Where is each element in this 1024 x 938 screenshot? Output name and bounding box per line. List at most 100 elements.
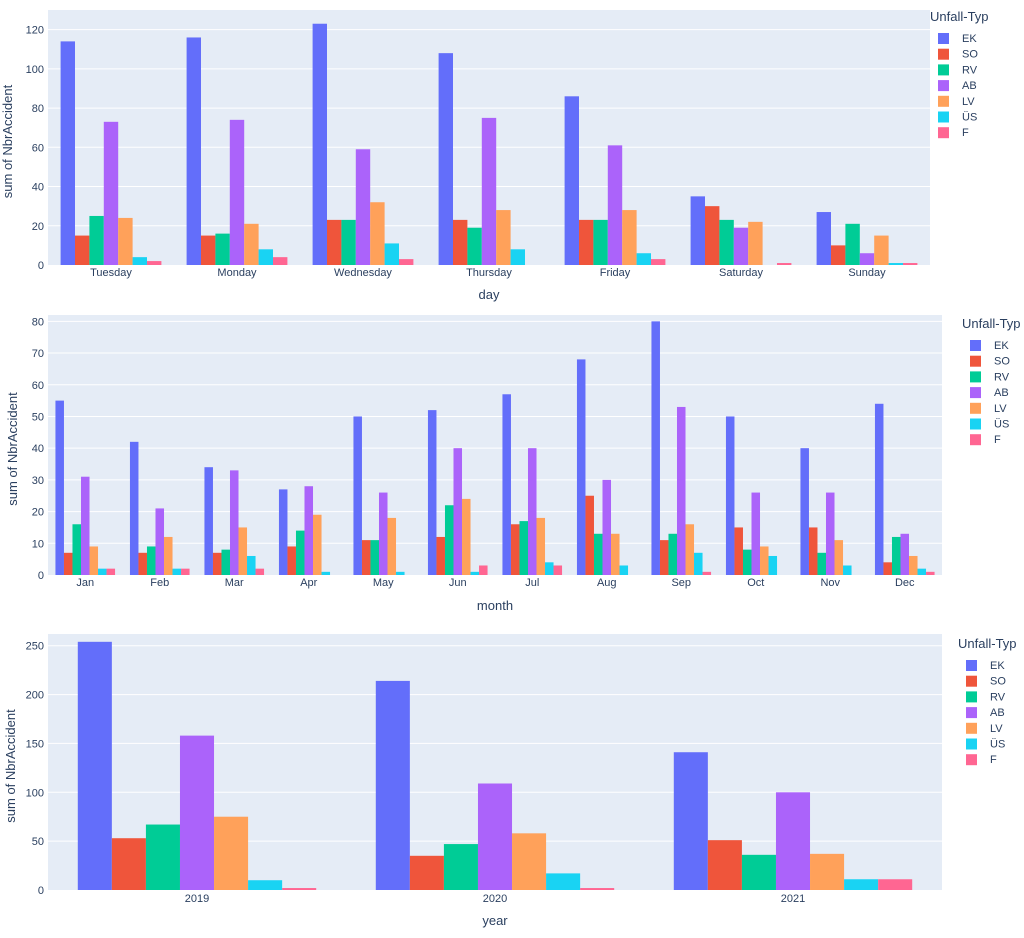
bar-F-Sunday — [903, 263, 918, 265]
bar-RV-2020 — [443, 844, 478, 890]
bar-SO-Oct — [734, 527, 743, 575]
bar-AB-Dec — [900, 533, 910, 575]
legend-swatch-F — [938, 127, 949, 139]
bar-ÜS-2021 — [844, 879, 879, 890]
x-tick-label: Oct — [747, 577, 764, 589]
bar-SO-Apr — [287, 546, 296, 575]
x-tick-label: May — [373, 577, 394, 589]
x-tick-label: Nov — [820, 577, 840, 589]
bar-RV-Thursday — [467, 227, 482, 265]
legend-swatch-RV — [966, 691, 977, 703]
x-tick-label: Apr — [300, 577, 317, 589]
bar-LV-Mar — [238, 527, 248, 575]
bar-LV-2019 — [214, 816, 249, 890]
bar-AB-Nov — [825, 492, 835, 575]
bar-SO-Wednesday — [327, 219, 342, 265]
legend-swatch-EK — [970, 340, 981, 351]
legend-label-AB: AB — [962, 80, 977, 92]
bar-F-Monday — [273, 257, 288, 265]
y-tick-label: 70 — [32, 348, 44, 360]
y-tick-label: 120 — [26, 25, 44, 37]
bar-RV-Dec — [891, 536, 901, 575]
legend-label-LV: LV — [990, 723, 1003, 735]
y-tick-label: 20 — [32, 221, 44, 233]
legend-label-EK: EK — [990, 660, 1005, 672]
bar-RV-Friday — [593, 219, 608, 265]
y-axis-title: sum of NbrAccident — [5, 392, 20, 506]
bar-ÜS-Sep — [694, 552, 703, 575]
bar-SO-Feb — [138, 552, 147, 575]
bar-SO-Sunday — [831, 245, 846, 265]
bar-EK-Saturday — [690, 196, 705, 265]
bar-SO-Tuesday — [75, 235, 90, 265]
legend-swatch-RV — [970, 371, 981, 383]
y-tick-label: 0 — [38, 260, 44, 272]
bar-LV-May — [387, 517, 397, 575]
bar-EK-Dec — [874, 403, 884, 575]
bar-RV-Jul — [519, 521, 528, 575]
bar-LV-Jul — [536, 517, 546, 575]
legend-swatch-SO — [938, 48, 949, 60]
bar-RV-2019 — [145, 824, 180, 890]
bar-RV-Jun — [444, 505, 454, 575]
x-tick-label: Dec — [895, 577, 915, 589]
bar-RV-Monday — [215, 233, 230, 265]
bar-ÜS-Aug — [619, 565, 629, 575]
x-tick-label: Thursday — [466, 267, 512, 279]
bar-F-Jan — [106, 568, 116, 575]
bar-ÜS-Thursday — [510, 249, 525, 265]
bar-EK-Feb — [129, 441, 139, 575]
bar-AB-Apr — [304, 486, 314, 575]
y-tick-label: 60 — [32, 142, 44, 154]
bar-EK-Aug — [576, 359, 586, 575]
chart-panel-year: 0 50 100 150 200 250 2019 2020 2021 year sum of Nb… — [3, 634, 1017, 928]
bar-RV-Wednesday — [341, 219, 356, 265]
bar-EK-Jun — [427, 410, 437, 575]
bar-AB-Sep — [676, 406, 686, 575]
y-tick-label: 30 — [32, 475, 44, 487]
legend-swatch-F — [970, 434, 981, 446]
legend-label-RV: RV — [990, 691, 1006, 703]
legend-swatch-ÜS — [938, 111, 949, 123]
bar-ÜS-Dec — [917, 568, 927, 575]
bar-AB-Sunday — [859, 253, 875, 265]
y-axis-title: sum of NbrAccident — [0, 84, 15, 198]
bar-EK-2020 — [375, 680, 410, 890]
bar-AB-Jan — [80, 476, 90, 575]
bar-SO-Monday — [201, 235, 216, 265]
bar-SO-Saturday — [705, 206, 720, 265]
bar-F-2019 — [282, 888, 317, 890]
bar-F-Tuesday — [147, 261, 162, 265]
bar-SO-2021 — [707, 840, 742, 890]
x-tick-label: Tuesday — [90, 267, 132, 279]
legend-swatch-RV — [938, 64, 949, 76]
bar-SO-Mar — [212, 552, 222, 575]
y-tick-label: 0 — [38, 885, 44, 897]
bar-ÜS-Mar — [247, 555, 256, 575]
bar-SO-Aug — [585, 495, 594, 575]
bar-RV-Feb — [146, 546, 156, 575]
bar-SO-Sep — [659, 540, 669, 575]
chart-panel-day: 0 20 40 60 80 100 120 Tuesday Monday Wednesday Thu… — [0, 9, 989, 302]
x-axis-title: day — [479, 287, 500, 302]
y-tick-label: 100 — [26, 787, 44, 799]
bar-ÜS-Apr — [321, 571, 331, 575]
bar-EK-Monday — [186, 37, 201, 265]
bar-EK-Wednesday — [312, 23, 327, 265]
legend-label-SO: SO — [962, 49, 978, 61]
bar-F-Jul — [553, 565, 563, 575]
bar-F-Dec — [926, 571, 935, 575]
bar-AB-2021 — [775, 792, 811, 890]
bar-ÜS-Monday — [258, 249, 273, 265]
legend-label-F: F — [962, 127, 969, 139]
legend-label-SO: SO — [994, 356, 1010, 368]
bar-AB-May — [378, 492, 388, 575]
x-tick-label: Friday — [600, 267, 631, 279]
legend-label-LV: LV — [994, 403, 1007, 415]
bar-RV-Sunday — [845, 223, 860, 265]
bar-LV-Sep — [685, 524, 695, 575]
x-tick-label: Sep — [671, 577, 691, 589]
legend-label-LV: LV — [962, 96, 975, 108]
bar-RV-Saturday — [719, 219, 734, 265]
